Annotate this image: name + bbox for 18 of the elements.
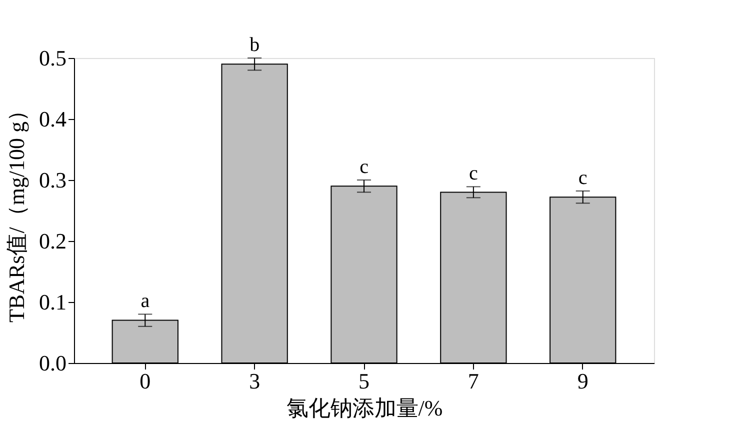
annotation: c	[578, 166, 588, 189]
annotation: b	[250, 34, 260, 56]
x-tick-label: 9	[577, 368, 588, 394]
y-tick-label: 0.3	[39, 168, 66, 192]
y-tick-label: 0.1	[39, 290, 66, 314]
x-tick-label: 5	[358, 368, 370, 394]
y-tick-label: 0.2	[39, 228, 66, 254]
x-axis-title: 氯化钠添加量/%	[286, 396, 443, 420]
x-tick-label: 7	[468, 368, 479, 394]
y-tick-label: 0.5	[39, 46, 66, 70]
annotation: c	[468, 162, 478, 185]
y-axis-title: TBARs值/（mg/100 g）	[4, 99, 29, 323]
y-tick-label: 0.4	[39, 106, 66, 132]
x-tick-label: 3	[249, 368, 260, 394]
x-tick-label: 0	[140, 368, 151, 394]
annotation: a	[140, 290, 150, 312]
annotation: c	[360, 156, 369, 178]
y-tick-label: 0.0	[39, 350, 66, 376]
